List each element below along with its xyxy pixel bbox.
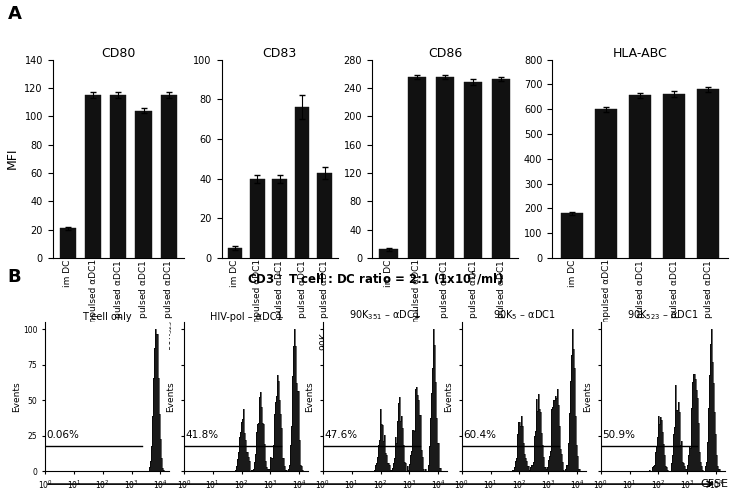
Text: CFSE: CFSE <box>701 479 728 489</box>
Y-axis label: Events: Events <box>166 381 175 412</box>
Title: 90K$_5$ – αDC1: 90K$_5$ – αDC1 <box>493 309 555 322</box>
Bar <box>228 248 243 258</box>
Text: 41.8%: 41.8% <box>185 430 219 440</box>
Text: CD3$^+$ T cell : DC ratio = 2:1 (1x10$^5$/ml): CD3$^+$ T cell : DC ratio = 2:1 (1x10$^5… <box>247 270 504 288</box>
Text: B: B <box>8 268 21 286</box>
Bar <box>561 213 584 258</box>
Title: CD86: CD86 <box>428 47 462 60</box>
Bar <box>436 77 454 258</box>
Bar <box>273 179 287 258</box>
Text: 50.9%: 50.9% <box>602 430 635 440</box>
Title: HLA-ABC: HLA-ABC <box>613 47 668 60</box>
Bar <box>408 77 426 258</box>
Bar <box>59 228 76 258</box>
Title: 90K$_{351}$ – αDC1: 90K$_{351}$ – αDC1 <box>349 309 421 322</box>
Bar <box>379 249 398 258</box>
Y-axis label: Events: Events <box>444 381 453 412</box>
Bar <box>697 89 719 258</box>
Text: 0.06%: 0.06% <box>47 430 79 440</box>
Text: 47.6%: 47.6% <box>324 430 357 440</box>
Title: CD83: CD83 <box>263 47 297 60</box>
Y-axis label: Events: Events <box>305 381 314 412</box>
Bar <box>161 95 177 258</box>
Text: A: A <box>8 5 21 23</box>
Bar <box>629 95 651 258</box>
Bar <box>135 111 152 258</box>
Bar <box>295 107 309 258</box>
Title: HIV-pol – αDC1: HIV-pol – αDC1 <box>210 311 282 321</box>
Bar <box>317 173 332 258</box>
Title: T cell only: T cell only <box>82 311 132 321</box>
Bar <box>663 94 685 258</box>
Bar <box>110 95 126 258</box>
Bar <box>464 82 482 258</box>
Y-axis label: Events: Events <box>583 381 592 412</box>
Bar <box>492 79 511 258</box>
Bar <box>596 109 617 258</box>
Y-axis label: Events: Events <box>13 381 22 412</box>
Bar <box>250 179 264 258</box>
Title: CD80: CD80 <box>101 47 135 60</box>
Y-axis label: MFI: MFI <box>6 148 19 170</box>
Text: 60.4%: 60.4% <box>463 430 496 440</box>
Bar <box>85 95 101 258</box>
Title: 90K$_{523}$ – αDC1: 90K$_{523}$ – αDC1 <box>627 309 698 322</box>
